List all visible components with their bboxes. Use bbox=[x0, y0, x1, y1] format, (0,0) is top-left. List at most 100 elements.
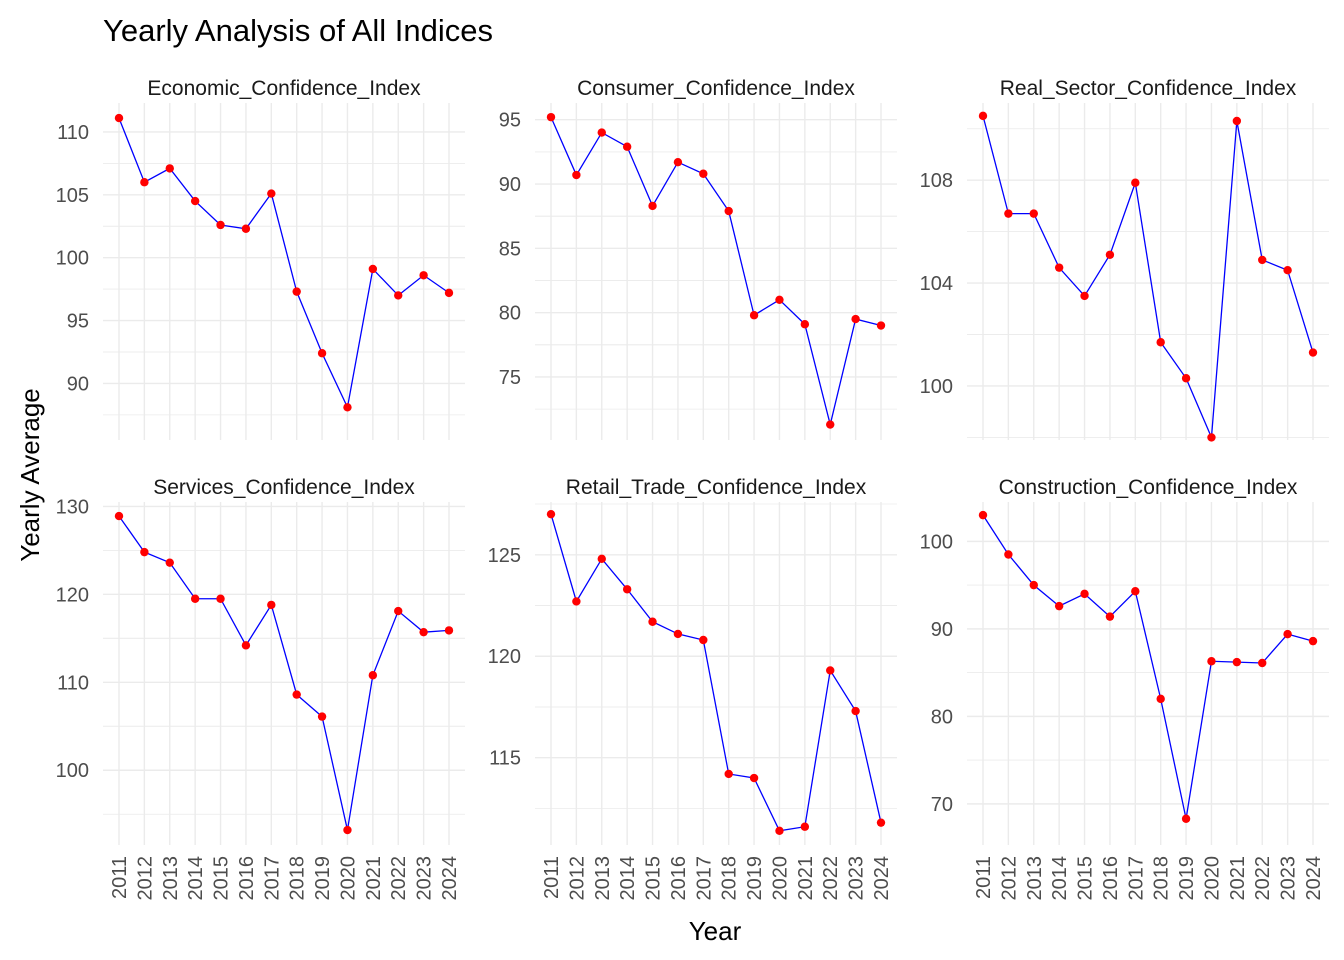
data-point bbox=[673, 629, 683, 639]
data-point bbox=[317, 712, 327, 721]
x-tick-label: 2023 bbox=[846, 856, 868, 901]
x-tick-label: 2020 bbox=[1201, 856, 1223, 901]
data-point bbox=[597, 554, 606, 564]
data-point bbox=[1131, 178, 1140, 187]
panel-grid: 90 95 100 105 110 Economic_Confidence_Index 75… bbox=[56, 77, 1329, 901]
x-tick-label: 2011 bbox=[541, 856, 563, 899]
data-point bbox=[317, 349, 327, 358]
data-point bbox=[546, 112, 556, 122]
data-point bbox=[876, 321, 886, 330]
y-tick-label: 125 bbox=[488, 545, 521, 567]
data-point bbox=[1105, 250, 1115, 259]
data-point bbox=[343, 825, 352, 835]
data-point bbox=[1105, 612, 1115, 621]
y-tick-label: 110 bbox=[57, 122, 89, 144]
data-point bbox=[444, 626, 454, 635]
data-point bbox=[1004, 550, 1013, 559]
x-tick-label: 2021 bbox=[795, 856, 817, 901]
x-tick-label: 2015 bbox=[211, 856, 233, 901]
data-point bbox=[241, 641, 251, 650]
data-point bbox=[724, 769, 733, 779]
data-point bbox=[165, 558, 174, 567]
x-tick-label: 2019 bbox=[1176, 856, 1198, 901]
x-tick-label: 2012 bbox=[566, 856, 588, 901]
data-point bbox=[699, 169, 708, 178]
data-point bbox=[1258, 255, 1267, 265]
data-point bbox=[1181, 814, 1191, 823]
data-point bbox=[699, 635, 708, 645]
x-tick-label: 2022 bbox=[1252, 856, 1274, 901]
data-point bbox=[724, 206, 733, 216]
data-point bbox=[572, 170, 581, 180]
y-tick-label: 90 bbox=[499, 174, 521, 196]
data-point bbox=[419, 271, 428, 280]
x-tick-label: 2015 bbox=[643, 856, 665, 901]
y-tick-label: 95 bbox=[499, 110, 521, 132]
data-point bbox=[114, 511, 124, 521]
x-tick-label: 2020 bbox=[769, 856, 791, 901]
x-tick-label: 2020 bbox=[337, 856, 359, 901]
data-point bbox=[1207, 433, 1216, 442]
x-tick-label: 2023 bbox=[414, 856, 436, 901]
data-point bbox=[1232, 116, 1242, 126]
data-point bbox=[1156, 694, 1165, 704]
x-tick-label: 2024 bbox=[1303, 856, 1325, 901]
data-point bbox=[978, 510, 988, 520]
data-point bbox=[343, 403, 352, 412]
data-point bbox=[1004, 209, 1013, 218]
y-tick-label: 75 bbox=[499, 367, 521, 389]
series-line bbox=[118, 515, 450, 831]
y-tick-label: 120 bbox=[56, 584, 89, 606]
panel-title: Services_Confidence_Index bbox=[153, 476, 415, 499]
data-point bbox=[267, 189, 276, 198]
series-line bbox=[982, 115, 1314, 438]
x-tick-label: 2011 bbox=[109, 856, 131, 899]
x-tick-label: 2014 bbox=[617, 856, 639, 901]
data-point bbox=[1283, 629, 1292, 639]
data-point bbox=[1283, 266, 1292, 275]
data-point bbox=[978, 111, 988, 121]
y-tick-label: 100 bbox=[56, 248, 89, 270]
x-tick-label: 2013 bbox=[1024, 856, 1046, 901]
x-tick-label: 2018 bbox=[719, 856, 741, 901]
y-tick-label: 105 bbox=[56, 185, 89, 207]
data-point bbox=[1156, 338, 1165, 347]
x-tick-label: 2012 bbox=[998, 856, 1020, 901]
x-axis-label: Year bbox=[689, 916, 742, 946]
data-point bbox=[368, 264, 378, 274]
series-line bbox=[982, 514, 1314, 819]
data-point bbox=[419, 627, 428, 637]
data-point bbox=[597, 128, 606, 137]
panel-title: Economic_Confidence_Index bbox=[147, 77, 421, 100]
y-axis-label: Yearly Average bbox=[15, 388, 45, 561]
x-tick-label: 2013 bbox=[592, 856, 614, 901]
data-point bbox=[673, 157, 683, 167]
data-point bbox=[648, 617, 657, 626]
x-tick-label: 2016 bbox=[236, 856, 258, 901]
x-tick-label: 2024 bbox=[439, 856, 461, 901]
x-tick-label: 2017 bbox=[693, 856, 715, 901]
data-point bbox=[876, 818, 886, 827]
data-point bbox=[292, 690, 301, 699]
data-point bbox=[851, 314, 860, 324]
x-tick-label: 2024 bbox=[871, 856, 893, 901]
x-tick-label: 2021 bbox=[1227, 856, 1249, 901]
panel-title: Construction_Confidence_Index bbox=[999, 476, 1298, 499]
data-point bbox=[1054, 263, 1064, 272]
y-tick-label: 100 bbox=[56, 760, 89, 782]
data-point bbox=[546, 509, 556, 519]
data-point bbox=[190, 594, 200, 603]
data-point bbox=[826, 666, 835, 675]
x-tick-label: 2022 bbox=[820, 856, 842, 901]
data-point bbox=[140, 178, 149, 187]
data-point bbox=[1054, 601, 1064, 611]
data-point bbox=[1308, 348, 1318, 357]
y-tick-label: 115 bbox=[489, 748, 521, 770]
data-point bbox=[648, 201, 657, 211]
y-tick-label: 90 bbox=[931, 619, 953, 641]
data-point bbox=[622, 585, 632, 594]
data-point bbox=[826, 420, 835, 429]
data-point bbox=[1029, 580, 1038, 590]
x-tick-label: 2013 bbox=[160, 856, 182, 901]
